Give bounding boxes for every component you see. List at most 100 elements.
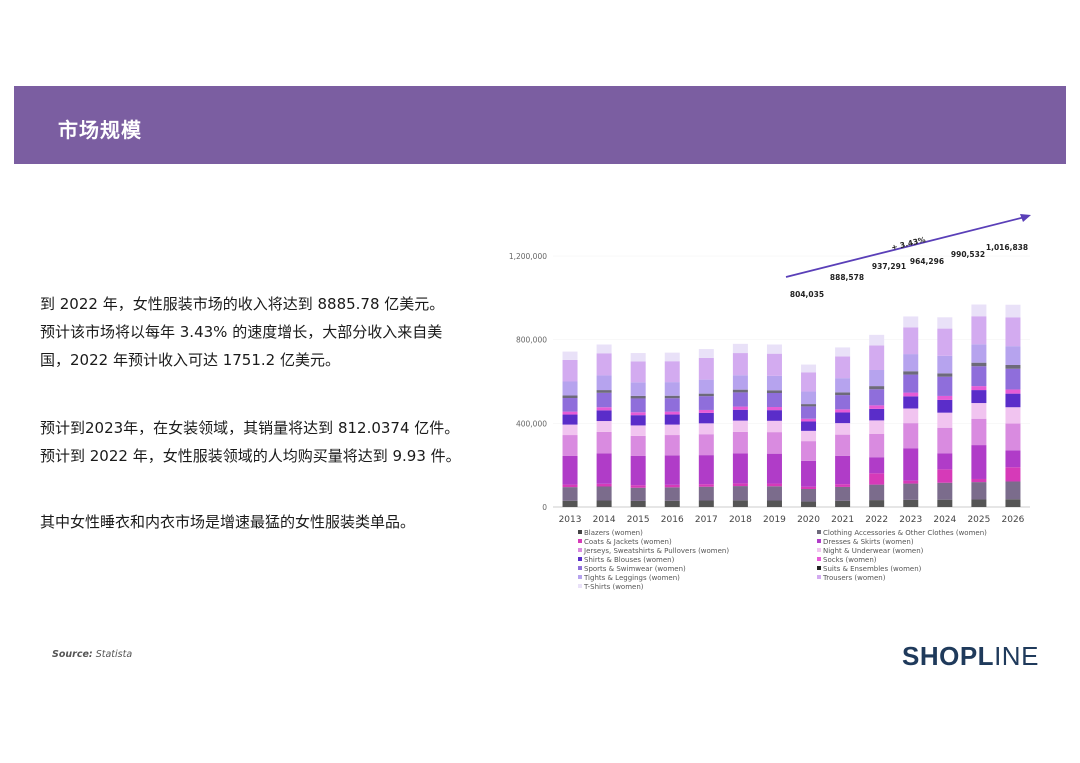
bar-segment <box>766 407 782 411</box>
bar-segment <box>869 420 885 435</box>
bar-segment <box>562 487 578 501</box>
annotation-value: 990,532 <box>951 250 985 259</box>
bar-segment <box>801 406 817 419</box>
bar-segment <box>562 424 578 436</box>
text-line: 预计该市场将以每年 3.43% 的速度增长，大部分收入来自美 <box>40 323 443 341</box>
x-tick-label: 2013 <box>559 515 582 525</box>
bar-segment <box>937 412 953 428</box>
text-line: 其中女性睡衣和内衣市场是增速最猛的女性服装类单品。 <box>40 513 416 531</box>
text-line: 国，2022 年预计收入可达 1751.2 亿美元。 <box>40 351 340 369</box>
bar-segment <box>664 411 680 415</box>
bar-segment <box>698 379 714 394</box>
x-tick-label: 2024 <box>933 515 956 525</box>
bar-segment <box>903 499 919 507</box>
bar-segment <box>1005 407 1021 424</box>
bar-segment <box>664 361 680 383</box>
bar-segment <box>630 487 646 501</box>
bar-segment <box>664 395 680 399</box>
bar-segment <box>835 455 851 485</box>
bar-segment <box>801 460 817 487</box>
logo-text-bold: SHOPL <box>902 641 995 671</box>
bar-segment <box>664 487 680 501</box>
bar-segment <box>562 351 578 360</box>
bar-segment <box>562 398 578 412</box>
bar-segment <box>562 395 578 399</box>
bar-segment <box>562 414 578 425</box>
bar-segment <box>903 483 919 500</box>
header-banner: 市场规模 <box>14 86 1066 164</box>
growth-arrow-line <box>785 216 1026 278</box>
bar-segment <box>630 395 646 399</box>
x-tick-label: 2021 <box>831 515 854 525</box>
legend-swatch <box>817 566 821 570</box>
bar-segment <box>596 353 612 376</box>
bar-segment <box>698 484 714 487</box>
bar-segment <box>562 359 578 382</box>
bar-segment <box>698 423 714 435</box>
x-tick-label: 2018 <box>729 515 752 525</box>
bar-segment <box>903 480 919 484</box>
bar-segment <box>971 316 987 345</box>
bar-segment <box>732 343 748 354</box>
page-title: 市场规模 <box>58 118 142 142</box>
bar-segment <box>630 353 646 362</box>
bar-segment <box>664 455 680 485</box>
bar-segment <box>664 424 680 436</box>
bar-segment <box>937 317 953 329</box>
bar-segment <box>869 369 885 387</box>
bar-segment <box>562 435 578 456</box>
bar-segment <box>766 344 782 354</box>
bar-segment <box>869 484 885 501</box>
bar-segment <box>971 445 987 479</box>
bar-segment <box>801 489 817 502</box>
bar-segment <box>801 501 817 507</box>
bar-segment <box>698 349 714 358</box>
bar-segment <box>732 420 748 432</box>
bar-segment <box>766 486 782 501</box>
shopline-logo: SHOPLINE <box>902 641 1039 672</box>
legend-swatch <box>578 557 582 561</box>
legend-swatch <box>817 557 821 561</box>
bar-segment <box>630 361 646 383</box>
bar-segment <box>596 431 612 454</box>
bar-segment <box>1005 368 1021 390</box>
bar-segment <box>835 500 851 507</box>
bar-segment <box>1005 481 1021 500</box>
bar-segment <box>937 427 953 454</box>
bar-segment <box>596 344 612 354</box>
bar-segment <box>971 499 987 507</box>
bar-segment <box>596 453 612 484</box>
annotation-value: 804,035 <box>790 290 824 299</box>
bar-segment <box>766 432 782 454</box>
legend-label: Trousers (women) <box>822 574 886 582</box>
bar-segment <box>869 334 885 346</box>
bar-segment <box>732 389 748 393</box>
bar-segment <box>835 378 851 393</box>
bar-segment <box>903 371 919 375</box>
bar-segment <box>698 393 714 397</box>
legend-label: Clothing Accessories & Other Clothes (wo… <box>823 529 987 537</box>
bar-segment <box>937 355 953 374</box>
x-tick-label: 2020 <box>797 515 820 525</box>
bar-segment <box>1005 304 1021 318</box>
source-value: Statista <box>95 649 133 660</box>
bar-segment <box>937 469 953 483</box>
annotation-value: 888,578 <box>830 273 864 282</box>
bar-segment <box>971 366 987 387</box>
legend-label: Blazers (women) <box>584 529 643 537</box>
annotation-value: 937,291 <box>872 262 906 271</box>
bar-segment <box>869 473 885 485</box>
legend-label: Dresses & Skirts (women) <box>823 538 914 546</box>
bar-segment <box>664 435 680 456</box>
growth-arrow-head <box>1020 214 1031 222</box>
bar-segment <box>766 393 782 408</box>
text-line: 预计到 2022 年，女性服装领域的人均购买量将达到 9.93 件。 <box>40 447 461 465</box>
x-tick-label: 2023 <box>899 515 922 525</box>
bar-segment <box>937 482 953 500</box>
source-note: Source: Statista <box>52 649 132 660</box>
bar-segment <box>630 485 646 488</box>
bar-segment <box>630 455 646 486</box>
bar-segment <box>869 500 885 507</box>
bar-segment <box>937 399 953 413</box>
y-tick-label: 0 <box>542 503 547 512</box>
